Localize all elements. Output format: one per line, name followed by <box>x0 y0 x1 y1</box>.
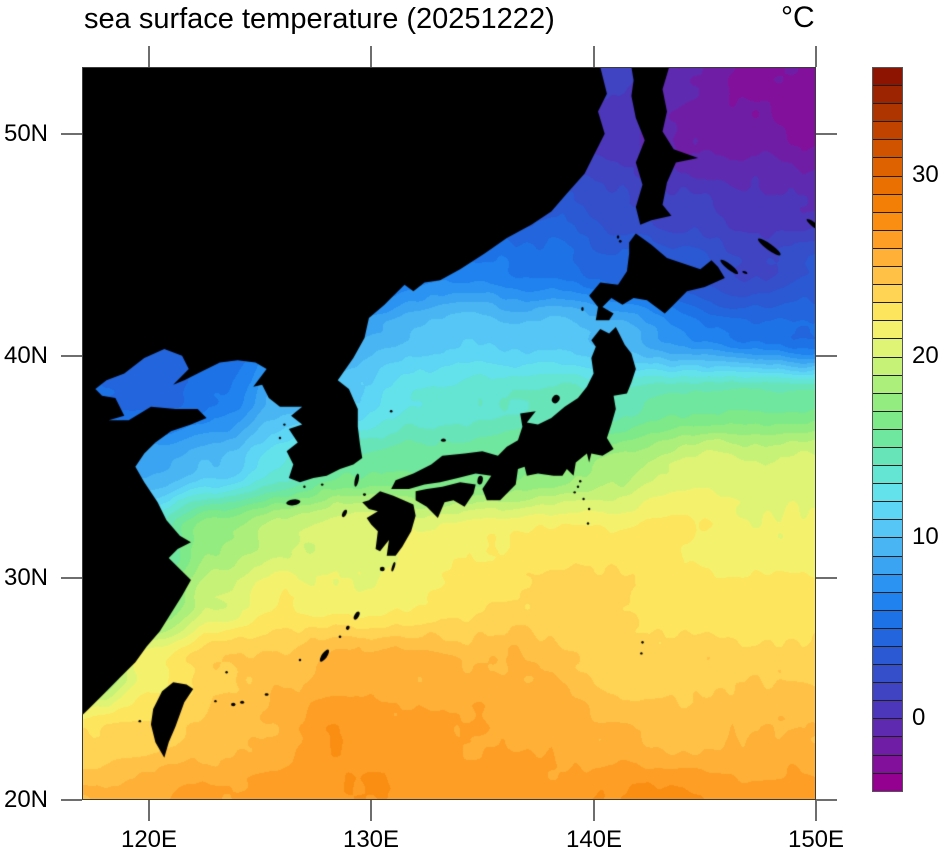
y-axis-label-30N: 30N <box>3 564 48 591</box>
colorbar-segment <box>873 737 902 756</box>
colorbar-segment <box>873 86 902 105</box>
colorbar-label-0: 0 <box>912 703 926 731</box>
colorbar-segment <box>873 411 902 430</box>
colorbar <box>872 67 903 792</box>
colorbar-segment <box>873 248 902 268</box>
colorbar-segment <box>873 502 902 521</box>
x-tick-bottom-120E <box>148 800 150 821</box>
y-axis-label-40N: 40N <box>3 342 48 369</box>
colorbar-segment <box>873 176 902 195</box>
colorbar-segment <box>873 339 902 358</box>
x-axis-label-140E: 140E <box>565 826 623 853</box>
y-tick-right-30N <box>816 577 837 579</box>
x-tick-top-130E <box>370 46 372 67</box>
colorbar-segment <box>873 592 902 611</box>
colorbar-segment <box>873 755 902 774</box>
y-tick-left-50N <box>61 133 82 135</box>
colorbar-segment <box>873 773 902 791</box>
colorbar-segment <box>873 122 902 141</box>
x-tick-bottom-140E <box>593 800 595 821</box>
colorbar-segment <box>873 556 902 575</box>
colorbar-segment <box>873 357 902 376</box>
colorbar-segment <box>873 647 902 666</box>
y-axis-label-20N: 20N <box>3 786 48 813</box>
colorbar-segment <box>873 628 902 647</box>
x-tick-top-150E <box>815 46 817 67</box>
colorbar-segment <box>873 447 902 467</box>
colorbar-segment <box>873 267 902 286</box>
colorbar-segment <box>873 429 902 448</box>
x-tick-bottom-130E <box>370 800 372 821</box>
colorbar-segment <box>873 701 902 720</box>
x-axis-label-150E: 150E <box>787 826 845 853</box>
colorbar-label-10: 10 <box>912 522 939 550</box>
y-tick-left-40N <box>61 355 82 357</box>
colorbar-segment <box>873 158 902 177</box>
colorbar-segment <box>873 230 902 249</box>
plot-title: sea surface temperature (20251222) <box>84 3 555 35</box>
y-tick-left-30N <box>61 577 82 579</box>
colorbar-label-20: 20 <box>912 342 939 370</box>
x-tick-bottom-150E <box>815 800 817 821</box>
colorbar-segment <box>873 574 902 593</box>
y-tick-right-20N <box>816 799 837 801</box>
colorbar-segment <box>873 321 902 340</box>
colorbar-segment <box>873 393 902 412</box>
colorbar-segment <box>873 520 902 539</box>
colorbar-segment <box>873 140 902 159</box>
y-axis-label-50N: 50N <box>3 120 48 147</box>
colorbar-label-30: 30 <box>912 161 939 189</box>
x-tick-top-140E <box>593 46 595 67</box>
colorbar-segment <box>873 610 902 629</box>
y-tick-right-50N <box>816 133 837 135</box>
colorbar-segment <box>873 683 902 702</box>
colorbar-segment <box>873 484 902 503</box>
x-tick-top-120E <box>148 46 150 67</box>
colorbar-segment <box>873 212 902 231</box>
colorbar-segment <box>873 303 902 322</box>
y-tick-right-40N <box>816 355 837 357</box>
colorbar-segment <box>873 104 902 123</box>
colorbar-segment <box>873 68 902 87</box>
colorbar-segment <box>873 375 902 394</box>
colorbar-segment <box>873 466 902 485</box>
x-axis-label-120E: 120E <box>120 826 178 853</box>
y-tick-left-20N <box>61 799 82 801</box>
colorbar-segment <box>873 285 902 304</box>
colorbar-segment <box>873 194 902 213</box>
sst-heatmap-canvas <box>83 68 815 799</box>
colorbar-segment <box>873 538 902 557</box>
x-axis-label-130E: 130E <box>342 826 400 853</box>
sst-map <box>82 67 816 800</box>
colorbar-segment <box>873 665 902 684</box>
colorbar-segment <box>873 719 902 738</box>
units-label: °C <box>781 1 815 34</box>
